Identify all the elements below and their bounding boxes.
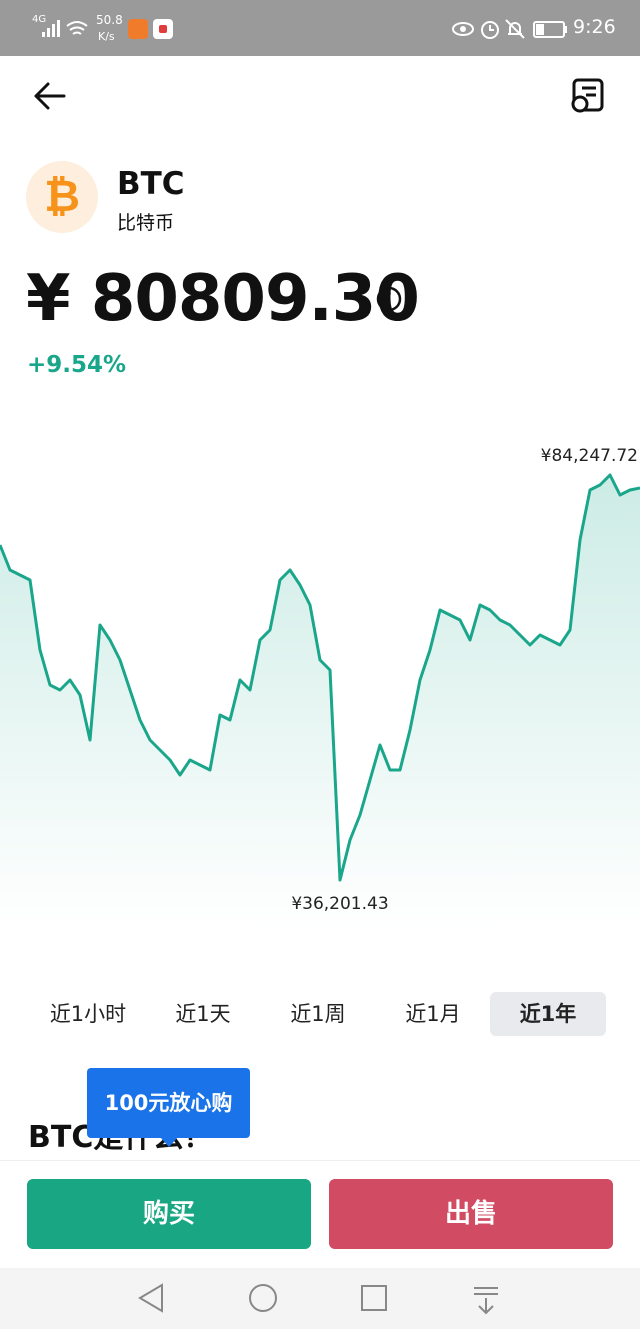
status-bar: 4G 50.8 K/s 9:26	[0, 0, 640, 56]
coin-logo: ₿	[26, 161, 98, 233]
navigation-bar	[0, 1268, 640, 1329]
period-tab[interactable]: 近1周	[290, 1002, 346, 1026]
buy-button[interactable]: 购买	[27, 1179, 311, 1249]
period-tab[interactable]: 近1天	[175, 1002, 231, 1026]
promo-tooltip: 100元放心购	[87, 1068, 250, 1138]
nav-notification[interactable]	[474, 1287, 498, 1315]
price-change: +9.54%	[27, 352, 127, 378]
nav-home[interactable]	[249, 1284, 277, 1312]
app-icon	[128, 19, 148, 39]
high-label: ¥84,247.72	[541, 446, 638, 466]
back-button[interactable]	[30, 78, 70, 114]
app-icon	[153, 19, 173, 39]
signal-wifi-icons	[42, 20, 88, 37]
tooltip-arrow	[160, 1137, 178, 1147]
nav-recent[interactable]	[361, 1285, 387, 1311]
price-chart: ¥84,247.72 ¥36,201.43	[0, 446, 640, 930]
area-fill	[0, 475, 640, 930]
svg-text:₿: ₿	[44, 171, 80, 222]
records-button[interactable]	[568, 76, 608, 116]
btc-symbol: ₿	[44, 171, 80, 222]
low-label: ¥36,201.43	[291, 894, 388, 914]
coin-symbol: BTC	[117, 166, 185, 202]
period-tab[interactable]: 近1月	[405, 1002, 461, 1026]
net-speed-unit: K/s	[98, 30, 115, 43]
period-tab[interactable]: 近1小时	[49, 1002, 127, 1026]
clock: 9:26	[573, 16, 616, 38]
info-icon[interactable]	[375, 285, 403, 313]
price: ¥ 80809.30	[26, 262, 420, 336]
coin-name: 比特币	[117, 212, 175, 234]
net-speed: 50.8	[96, 13, 123, 27]
nav-icons	[138, 1283, 498, 1315]
system-icons	[452, 19, 567, 39]
price-line	[0, 473, 640, 882]
period-tab[interactable]: 近1年	[490, 992, 606, 1036]
nav-back[interactable]	[138, 1283, 163, 1313]
network: 4G	[32, 14, 47, 25]
sell-button[interactable]: 出售	[329, 1179, 613, 1249]
